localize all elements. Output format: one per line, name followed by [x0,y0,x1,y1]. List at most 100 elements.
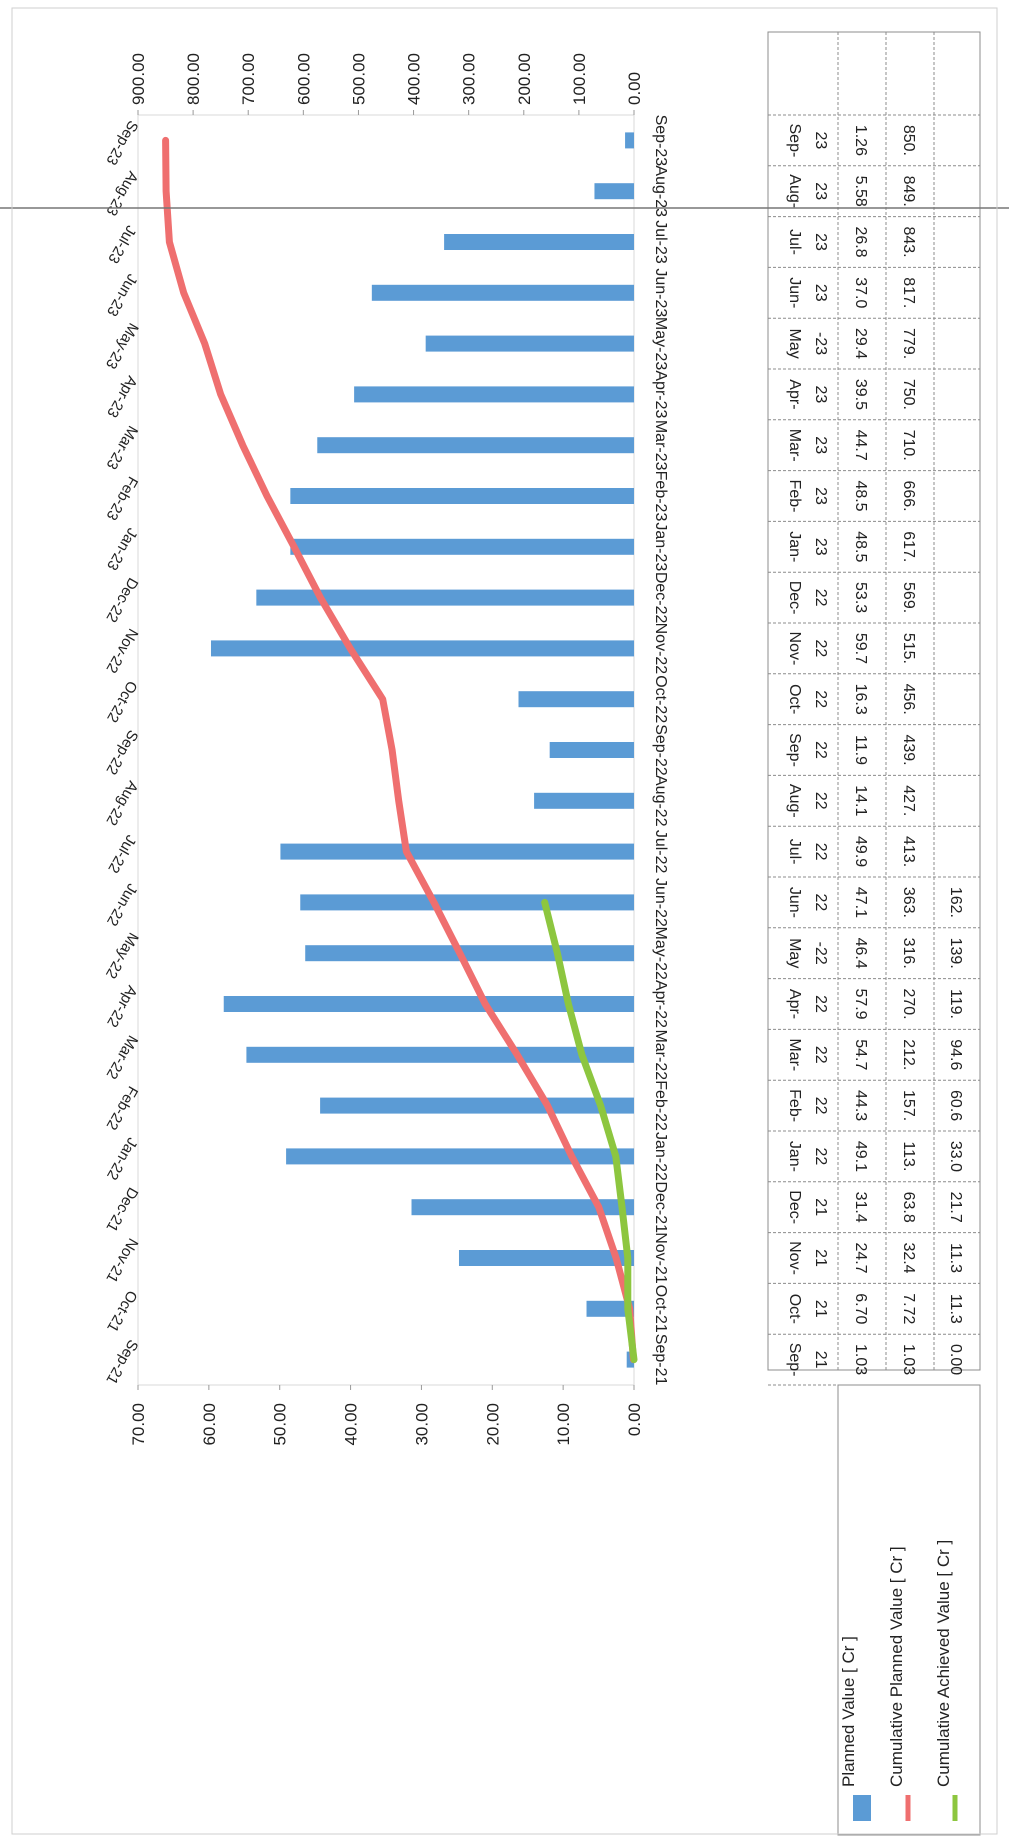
category-label-left: Sep-22 [102,727,141,777]
table-header-cell: 23 [812,284,829,302]
category-label: Jun-22 [652,878,669,927]
table-header-cell: Mar- [786,1038,803,1071]
table-value-cell: 21.7 [947,1192,964,1223]
secondary-axis-tick-label: 900.00 [129,53,148,105]
table-value-cell: 11.3 [947,1294,964,1324]
bar-planned-value [223,996,635,1012]
table-header-cell: 21 [812,1198,829,1216]
table-header-cell: Dec- [786,581,803,615]
bar-planned-value [625,132,634,149]
table-value-cell: 439. [900,734,917,765]
bar-planned-value [371,284,634,301]
category-label-left: Feb-23 [103,473,141,523]
table-header-cell: Jan- [786,1141,803,1172]
table-value-cell: 750. [900,379,917,410]
legend-label: Cumulative Achieved Value [ Cr ] [934,1540,953,1787]
table-header-cell: Sep- [786,1343,803,1377]
table-value-cell: 212. [900,1039,917,1070]
line-cumulative-planned [162,136,637,1364]
primary-axis-tick-label: 60.00 [200,1403,219,1446]
category-label-left: May-23 [102,320,142,372]
table-header-cell: 23 [812,386,829,404]
table-value-cell: 162. [947,887,964,918]
table-value-cell: 710. [900,430,917,461]
category-label-left: Sep-23 [102,117,141,167]
secondary-axis-tick-label: 200.00 [515,53,534,105]
line-cumulative-achieved [541,898,638,1364]
category-label-left: Mar-23 [103,423,141,473]
category-label: Aug-23 [652,165,669,217]
table-value-cell: 44.3 [852,1090,869,1121]
table-header-cell: Jun- [786,887,803,918]
table-value-cell: 31.4 [852,1192,869,1223]
table-header-cell: May [786,328,803,358]
table-value-cell: 569. [900,582,917,613]
category-label: Apr-23 [652,370,669,418]
table-value-cell: 57.9 [852,988,869,1019]
table-value-cell: 843. [900,226,917,257]
table-header-cell: Nov- [786,1241,803,1275]
table-value-cell: 59.7 [852,633,869,664]
category-label-left: Apr-22 [103,983,140,1030]
category-label: Jul-23 [652,220,669,264]
table-header-cell: 22 [812,995,829,1013]
legend-key-bar [853,1795,871,1821]
table-value-cell: 6.70 [852,1293,869,1324]
category-label: May-23 [652,317,669,370]
category-label-left: Jan-23 [103,525,141,573]
category-label-left: Apr-23 [103,373,140,420]
bar-planned-value [320,1097,634,1114]
secondary-axis-tick-label: 300.00 [460,53,479,105]
table-header-cell: 23 [812,233,829,251]
table-value-cell: 817. [900,277,917,308]
table-value-cell: 53.3 [852,582,869,613]
bar-planned-value [317,437,634,454]
table-header-cell: 21 [812,1249,829,1267]
table-value-cell: 515. [900,633,917,664]
table-value-cell: 666. [900,480,917,511]
table-header-cell: Sep- [786,733,803,767]
category-label: Dec-21 [652,1181,669,1233]
secondary-axis-tick-label: 700.00 [239,53,258,105]
table-header-cell: Oct- [786,684,803,714]
table-value-cell: 49.9 [852,836,869,867]
legend-label: Planned Value [ Cr ] [839,1636,858,1787]
table-header-cell: 22 [812,1046,829,1064]
bar-planned-value [290,488,634,504]
category-label: Sep-23 [652,115,669,167]
table-header-cell: 23 [812,436,829,454]
primary-axis-tick-label: 70.00 [129,1403,148,1446]
bar-planned-value [586,1300,634,1317]
table-header-cell: 23 [812,132,829,150]
category-label: Feb-23 [652,471,669,522]
category-label: Mar-23 [652,420,669,471]
table-value-cell: 427. [900,785,917,816]
table-value-cell: 46.4 [852,938,869,969]
category-label-left: Jan-22 [103,1135,141,1183]
category-label-left: Jun-23 [103,271,141,319]
table-value-cell: 1.26 [852,125,869,156]
table-value-cell: 39.5 [852,379,869,410]
bar-planned-value [444,234,634,250]
table-value-cell: 316. [900,938,917,969]
table-header-cell: Feb- [786,1089,803,1122]
table-header-cell: 22 [812,1097,829,1115]
bar-planned-value [411,1199,634,1216]
table-header-cell: Jul- [786,229,803,255]
table-header-cell: Jul- [786,839,803,865]
table-value-cell: 5.58 [852,176,869,207]
primary-axis-tick-label: 10.00 [554,1403,573,1446]
table-header-cell: 22 [812,1148,829,1166]
secondary-axis-tick-label: 100.00 [570,53,589,105]
category-label: Mar-22 [652,1029,669,1080]
table-value-cell: 157. [900,1090,917,1121]
category-label: Aug-22 [652,775,669,827]
category-label-left: Oct-21 [103,1287,140,1334]
primary-axis-tick-label: 50.00 [271,1403,290,1446]
table-header-cell: 22 [812,640,829,658]
table-value-cell: 456. [900,684,917,715]
table-value-cell: 1.03 [852,1344,869,1375]
bar-planned-value [354,386,634,403]
table-header-cell: Aug- [786,784,803,818]
